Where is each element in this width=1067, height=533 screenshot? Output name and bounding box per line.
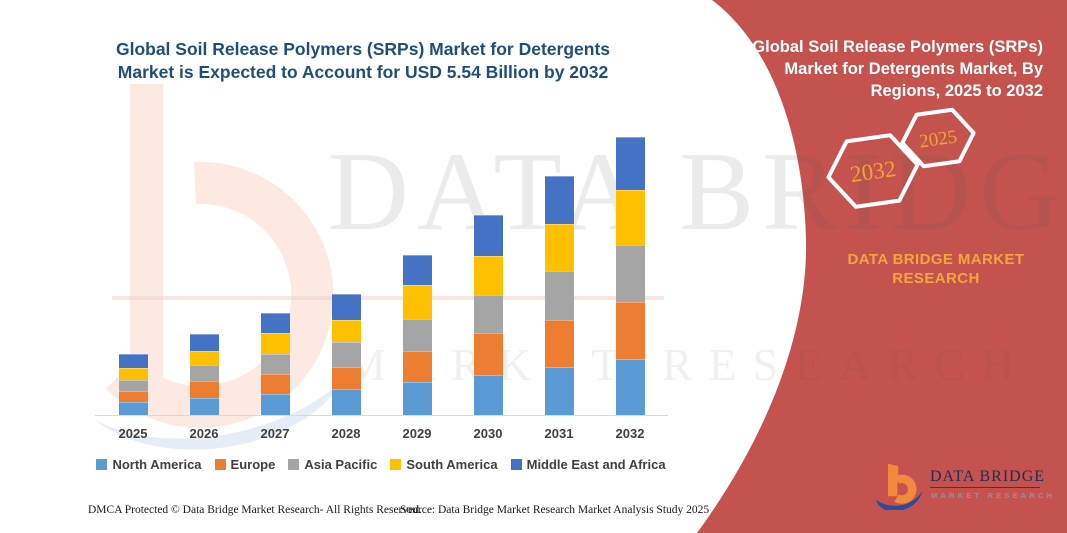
legend-item: Middle East and Africa xyxy=(510,456,666,472)
copyright-text: DMCA Protected © Data Bridge Market Rese… xyxy=(88,504,422,516)
brand-wordmark: DATA BRIDGE MARKET RESEARCH xyxy=(820,250,1052,288)
bar-segment xyxy=(118,390,148,402)
bar-segment xyxy=(118,379,148,391)
bar-segment xyxy=(402,381,432,415)
legend-label: North America xyxy=(112,456,202,472)
bar-segment xyxy=(544,319,574,367)
hexagon-2025-icon: 2025 xyxy=(900,107,976,169)
legend-label: South America xyxy=(406,456,498,472)
bar-segment xyxy=(402,318,432,351)
bar-segment xyxy=(544,224,574,272)
bar-segment xyxy=(402,255,432,285)
company-logo: DATA BRIDGE MARKET RESEARCH xyxy=(874,460,1056,512)
bar-segment xyxy=(544,176,574,225)
brand-line-2: RESEARCH xyxy=(892,270,980,287)
bar-segment xyxy=(331,319,361,342)
bar-segment xyxy=(544,271,574,320)
x-axis-tick-label: 2027 xyxy=(260,426,290,441)
bar-segment xyxy=(473,215,503,257)
legend-item: Europe xyxy=(214,456,276,472)
bar-segment xyxy=(615,137,645,191)
legend-label: Middle East and Africa xyxy=(526,456,666,472)
bar-segment xyxy=(615,301,645,359)
year-hexagons: 2032 2025 xyxy=(826,107,976,209)
chart-title: Global Soil Release Polymers (SRPs) Mark… xyxy=(115,39,611,82)
bar-segment xyxy=(473,332,503,375)
legend-item: North America xyxy=(96,456,202,472)
bar-segment xyxy=(189,333,219,351)
bar-segment xyxy=(331,341,361,367)
hexagon-2032-icon: 2032 xyxy=(826,133,920,209)
bar-segment xyxy=(331,388,361,415)
bar-segment xyxy=(615,190,645,246)
bar-segment xyxy=(473,256,503,295)
x-axis-tick-label: 2031 xyxy=(544,426,574,441)
bar-segment xyxy=(260,373,290,394)
hexagon-2025-label: 2025 xyxy=(918,126,959,152)
bar-segment xyxy=(473,294,503,333)
chart-legend: North America Europe Asia Pacific South Ame… xyxy=(85,455,677,473)
x-axis-tick-label: 2030 xyxy=(473,426,503,441)
bar-segment xyxy=(260,393,290,415)
bar-segment xyxy=(331,366,361,389)
bar-segment xyxy=(473,374,503,415)
legend-swatch-icon xyxy=(96,458,108,470)
bar-segment xyxy=(189,397,219,415)
data-bridge-logo-icon xyxy=(876,463,923,510)
bar-segment xyxy=(260,312,290,333)
bar-segment xyxy=(402,350,432,382)
bar-segment xyxy=(331,293,361,320)
legend-swatch-icon xyxy=(510,458,522,470)
x-axis-tick-label: 2026 xyxy=(189,426,219,441)
legend-swatch-icon xyxy=(214,458,226,470)
hexagon-2032-label: 2032 xyxy=(849,156,898,187)
bar-segment xyxy=(189,380,219,398)
bar-segment xyxy=(615,358,645,415)
bar-segment xyxy=(118,367,148,380)
bar-segment xyxy=(544,366,574,415)
logo-subtitle: MARKET RESEARCH xyxy=(931,491,1056,500)
bar-segment xyxy=(118,353,148,368)
bar-segment xyxy=(189,350,219,365)
legend-label: Asia Pacific xyxy=(304,456,378,472)
legend-swatch-icon xyxy=(390,458,402,470)
x-axis-tick-label: 2025 xyxy=(118,426,148,441)
legend-item: Asia Pacific xyxy=(288,457,377,472)
legend-swatch-icon xyxy=(288,458,300,470)
legend-label: Europe xyxy=(230,456,276,472)
legend-item: South America xyxy=(390,456,498,472)
source-text: Source: Data Bridge Market Research Mark… xyxy=(400,504,710,516)
x-axis-tick-label: 2029 xyxy=(402,426,432,441)
panel-title: Global Soil Release Polymers (SRPs) Mark… xyxy=(752,38,1043,100)
logo-name: DATA BRIDGE xyxy=(930,468,1046,485)
brand-line-1: DATA BRIDGE MARKET xyxy=(847,251,1025,268)
bar-segment xyxy=(118,401,148,415)
x-axis-tick-label: 2032 xyxy=(615,426,645,441)
bar-segment xyxy=(189,364,219,381)
bar-segment xyxy=(260,332,290,354)
x-axis-line xyxy=(95,415,668,416)
bar-segment xyxy=(615,245,645,302)
x-axis-tick-label: 2028 xyxy=(331,426,361,441)
bar-segment xyxy=(260,353,290,374)
logo-divider xyxy=(930,487,1040,488)
bar-segment xyxy=(402,284,432,319)
